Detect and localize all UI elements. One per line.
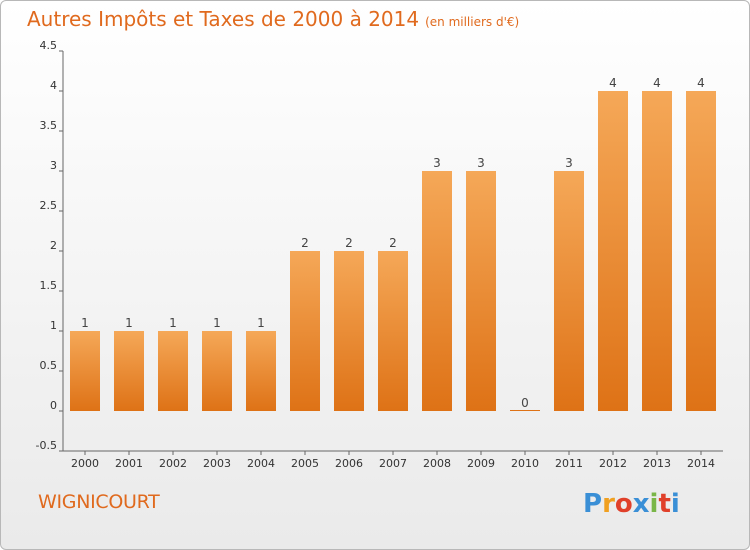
bar-2004[interactable] xyxy=(246,331,276,411)
x-tick-label: 2005 xyxy=(291,457,319,470)
x-tick-label: 2000 xyxy=(71,457,99,470)
data-label-2011: 3 xyxy=(565,156,573,170)
x-tick-label: 2013 xyxy=(643,457,671,470)
y-tick-label: 4 xyxy=(50,79,57,92)
data-label-2012: 4 xyxy=(609,76,617,90)
data-label-2002: 1 xyxy=(169,316,177,330)
data-label-2010: 0 xyxy=(521,396,529,410)
x-tick-label: 2014 xyxy=(687,457,715,470)
data-label-2013: 4 xyxy=(653,76,661,90)
data-label-2003: 1 xyxy=(213,316,221,330)
bar-2000[interactable] xyxy=(70,331,100,411)
y-tick-label: 1 xyxy=(50,319,57,332)
x-tick-label: 2011 xyxy=(555,457,583,470)
bar-2005[interactable] xyxy=(290,251,320,411)
logo-letter: i xyxy=(649,489,659,519)
bar-2007[interactable] xyxy=(378,251,408,411)
commune-name: WIGNICOURT xyxy=(38,491,160,513)
data-label-2004: 1 xyxy=(257,316,265,330)
logo-letter: P xyxy=(583,489,603,519)
bar-2001[interactable] xyxy=(114,331,144,411)
logo-letter: o xyxy=(614,489,633,519)
y-tick-label: 1.5 xyxy=(40,279,58,292)
bar-2002[interactable] xyxy=(158,331,188,411)
x-tick-label: 2008 xyxy=(423,457,451,470)
chart-unit: (en milliers d'€) xyxy=(425,15,520,29)
bar-2008[interactable] xyxy=(422,171,452,411)
data-label-2001: 1 xyxy=(125,316,133,330)
x-tick-label: 2007 xyxy=(379,457,407,470)
x-tick-label: 2004 xyxy=(247,457,275,470)
x-tick-label: 2006 xyxy=(335,457,363,470)
data-label-2009: 3 xyxy=(477,156,485,170)
x-tick-label: 2001 xyxy=(115,457,143,470)
bar-2013[interactable] xyxy=(642,91,672,411)
bar-2011[interactable] xyxy=(554,171,584,411)
x-tick-label: 2003 xyxy=(203,457,231,470)
data-label-2007: 2 xyxy=(389,236,397,250)
bar-2010[interactable] xyxy=(510,410,540,411)
y-tick-label: 0.5 xyxy=(40,359,58,372)
y-tick-label: 2.5 xyxy=(40,199,58,212)
logo-letter: x xyxy=(632,489,650,519)
x-tick-label: 2010 xyxy=(511,457,539,470)
chart-title: Autres Impôts et Taxes de 2000 à 2014 xyxy=(27,7,420,31)
x-tick-label: 2009 xyxy=(467,457,495,470)
bar-2012[interactable] xyxy=(598,91,628,411)
bar-2009[interactable] xyxy=(466,171,496,411)
data-label-2014: 4 xyxy=(697,76,705,90)
x-tick-label: 2002 xyxy=(159,457,187,470)
y-tick-label: 2 xyxy=(50,239,57,252)
y-tick-label: 3.5 xyxy=(40,119,58,132)
x-tick-label: 2012 xyxy=(599,457,627,470)
y-tick-label: 4.5 xyxy=(40,39,58,52)
data-label-2008: 3 xyxy=(433,156,441,170)
proxiti-logo[interactable]: Proxiti xyxy=(583,489,680,519)
y-tick-label: 0 xyxy=(50,399,57,412)
bar-2006[interactable] xyxy=(334,251,364,411)
bar-2003[interactable] xyxy=(202,331,232,411)
data-label-2006: 2 xyxy=(345,236,353,250)
data-label-2005: 2 xyxy=(301,236,309,250)
logo-letter: r xyxy=(602,489,615,519)
y-tick-label: 3 xyxy=(50,159,57,172)
y-tick-label: -0.5 xyxy=(36,439,57,452)
bar-2014[interactable] xyxy=(686,91,716,411)
logo-letter: t xyxy=(658,489,671,519)
logo-letter: i xyxy=(670,489,680,519)
data-label-2000: 1 xyxy=(81,316,89,330)
chart-title-block: Autres Impôts et Taxes de 2000 à 2014 (en… xyxy=(27,7,519,31)
